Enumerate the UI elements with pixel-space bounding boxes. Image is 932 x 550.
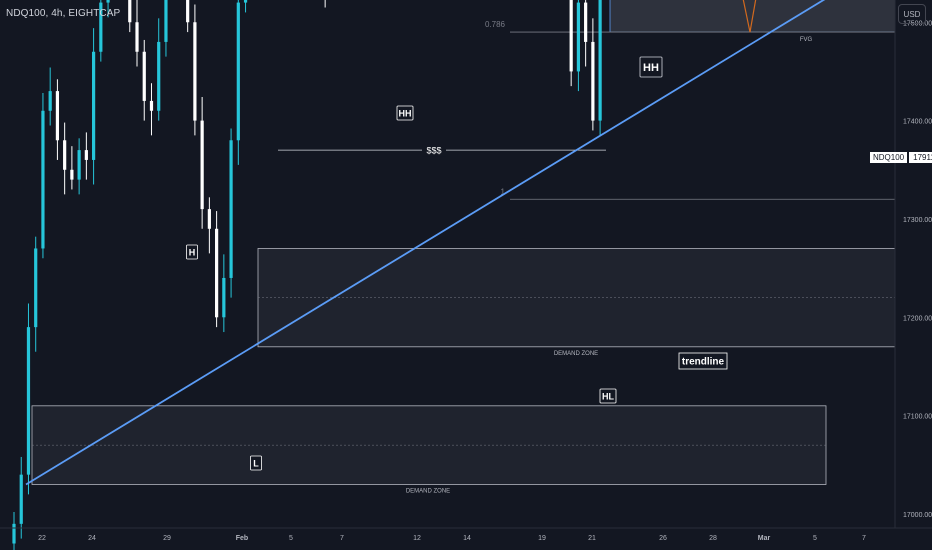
swing-label: L [253,459,259,469]
candle-body [584,2,588,42]
trendline [25,0,826,486]
candle-body [77,150,81,180]
y-tick-label: 17400.00 [903,119,932,126]
x-tick-label: 5 [289,535,293,542]
candle-body [63,140,67,170]
candle-body [34,248,38,328]
x-tick-label: Feb [236,535,248,542]
candle-body [55,91,60,141]
zone-label: DEMAND ZONE [554,351,598,357]
candle-body [157,41,161,111]
candle-body [106,0,110,3]
x-tick-label: 24 [88,535,96,542]
price-tag-symbol: NDQ100 [870,152,908,163]
price-axis [895,0,932,550]
x-tick-label: 7 [340,535,344,542]
x-tick-label: Mar [758,535,771,542]
candle-body [149,100,154,111]
x-tick-label: 7 [862,535,866,542]
level-label-bg [422,144,446,157]
price-tag-value: 17911.41 [909,152,932,163]
candle-body [84,150,88,160]
candle-body [229,140,233,278]
swing-label-box [599,388,617,404]
candle-body [598,0,602,121]
x-tick-label: 5 [813,535,817,542]
candle-body [569,0,573,72]
candle-body [99,2,103,52]
currency-button[interactable]: USD [898,4,926,24]
fib-level-label: 0.786 [485,20,506,29]
trendline-annotation-label: trendline [682,357,725,368]
x-tick-label: 21 [588,535,596,542]
x-tick-label: 28 [709,535,717,542]
candle-body [19,474,23,524]
drawn-lines [25,0,826,486]
projection-path [742,0,757,33]
candle-body [164,0,168,42]
y-tick-label: 17300.00 [903,217,932,224]
candle-body [193,22,197,121]
candle-body [236,2,240,141]
x-tick-label: 14 [463,535,471,542]
candle-body [135,22,139,52]
candle-body [186,0,190,23]
candle-body [200,120,204,210]
zone-box [257,248,896,348]
swing-label: H [189,248,196,258]
candle-body [576,2,581,72]
y-tick-label: 17200.00 [903,315,932,322]
candle-body [243,0,248,3]
candle-body [91,51,96,160]
y-tick-label: 17000.00 [903,512,932,519]
swing-label: HH [399,109,412,119]
candle-body [591,41,595,121]
x-tick-label: 29 [163,535,171,542]
zone-label: DEMAND ZONE [406,488,450,494]
candle-body [222,277,226,318]
swing-label: HH [643,62,659,74]
candle-body [12,523,16,544]
swing-label-box [250,455,262,471]
candle-body [41,110,45,249]
swing-label-box [186,244,198,260]
x-tick-label: 19 [538,535,546,542]
candle-body [128,0,132,23]
candle-body [142,51,146,101]
candlesticks [12,0,602,550]
swing-label-box [396,105,414,121]
candle-body [70,169,74,180]
zone-label: FVG [800,37,813,43]
trendline-annotation-box [678,352,728,370]
candle-body [26,327,31,475]
x-tick-label: 12 [413,535,421,542]
y-tick-label: 17100.00 [903,414,932,421]
fib-level-label: 1 [501,187,506,196]
candle-body [207,209,211,229]
x-tick-label: 26 [659,535,667,542]
level-label: $$$ [426,146,441,156]
chart-title: NDQ100, 4h, EIGHTCAP [6,8,121,19]
x-tick-label: 22 [38,535,46,542]
swing-label: HL [602,392,614,402]
zones: DEMAND ZONE DEMAND ZONE FVG [31,0,896,494]
candle-body [48,91,52,111]
swing-label-box [639,56,663,78]
candle-body [215,228,219,318]
current-price-tag: NDQ100 17911.41 [870,151,932,164]
